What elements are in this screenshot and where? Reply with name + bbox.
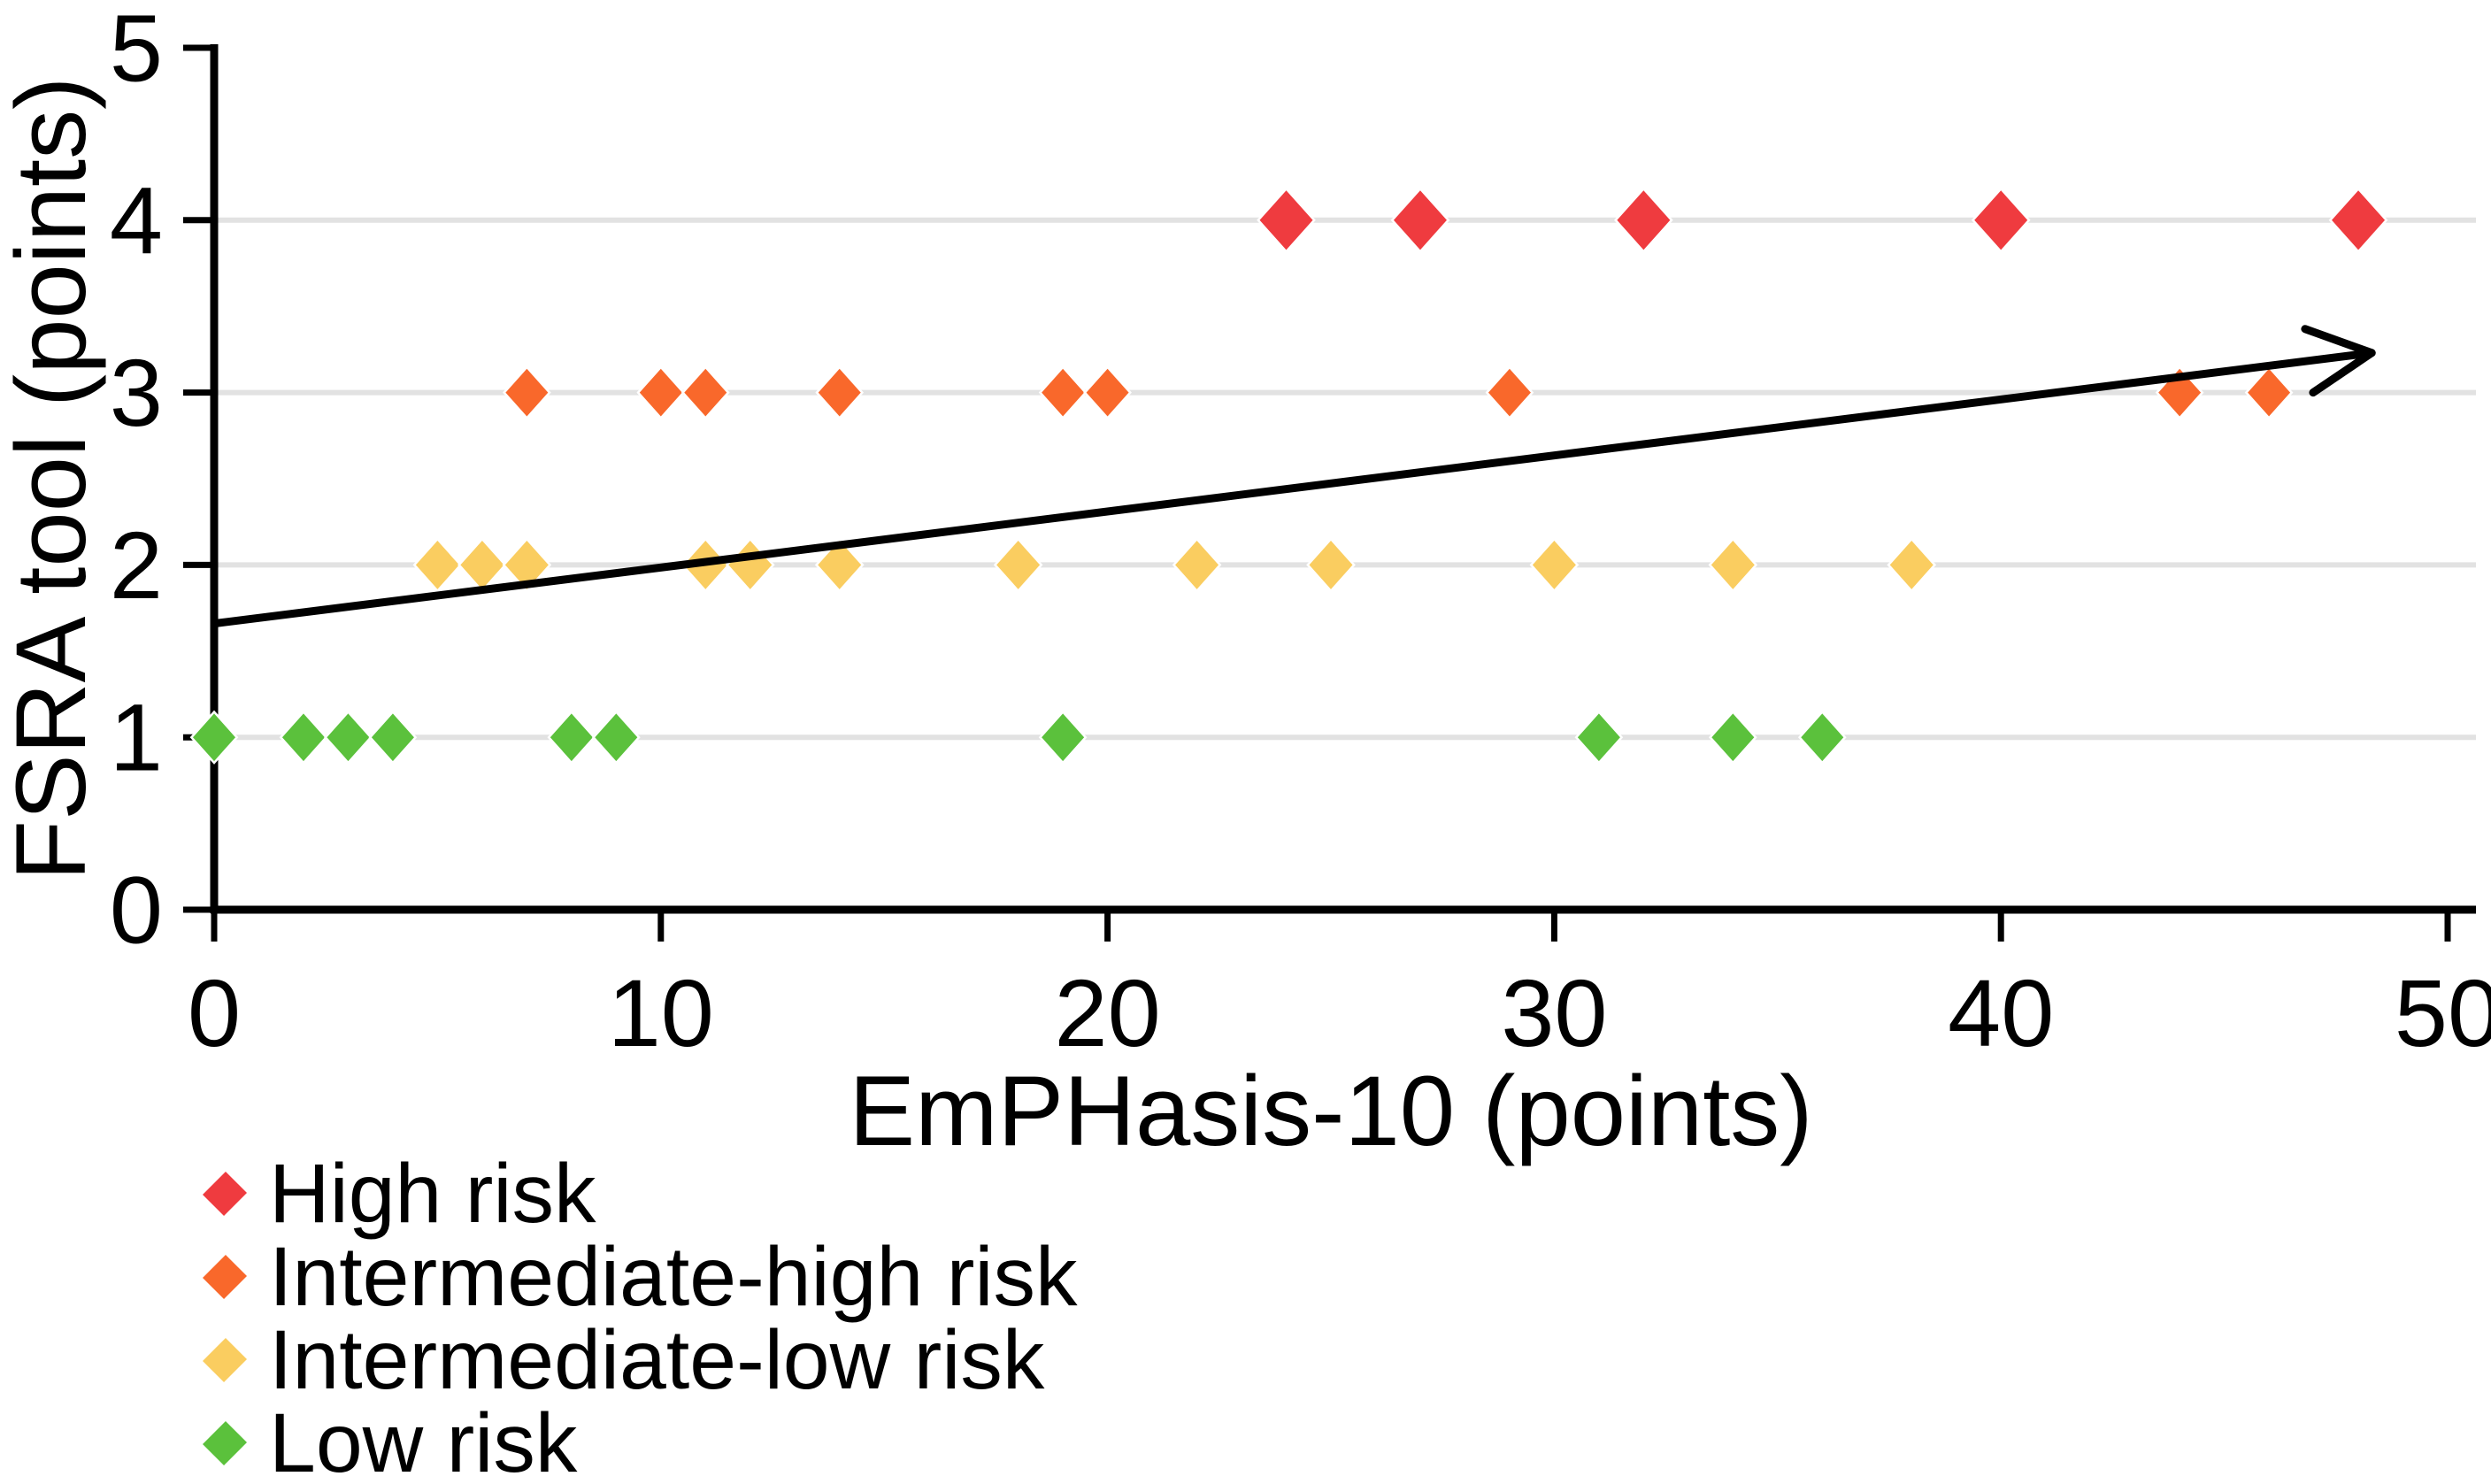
marker-high-risk-x24 xyxy=(1257,187,1316,254)
legend-marker-box xyxy=(202,1319,248,1402)
low-risk-diamond-icon xyxy=(202,1420,248,1466)
x-tick-label-0: 0 xyxy=(188,959,241,1066)
marker-intermediate-low-risk-x18 xyxy=(993,537,1043,593)
y-tick-label-0: 0 xyxy=(110,857,163,964)
y-tick-label-3: 3 xyxy=(110,339,163,446)
marker-low-risk-x34 xyxy=(1708,710,1757,765)
marker-high-risk-x40 xyxy=(1971,187,2031,254)
legend-label-intermediate-high-risk: Intermediate-high risk xyxy=(269,1229,1078,1324)
marker-intermediate-low-risk-x5 xyxy=(412,537,463,593)
x-tick-label-40: 40 xyxy=(1948,959,2054,1066)
marker-intermediate-low-risk-x7 xyxy=(502,537,552,593)
y-tick-label-5: 5 xyxy=(110,0,163,102)
marker-intermediate-high-risk-x11 xyxy=(680,365,730,420)
marker-intermediate-low-risk-x25 xyxy=(1306,537,1356,593)
marker-low-risk-x3 xyxy=(324,710,373,765)
marker-low-risk-x19 xyxy=(1038,710,1088,765)
legend: High risk Intermediate-high risk Interme… xyxy=(202,1146,1078,1484)
marker-low-risk-x9 xyxy=(591,710,641,765)
x-axis-title: EmPHasis-10 (points) xyxy=(849,1056,1813,1166)
legend-marker-box xyxy=(202,1402,248,1484)
legend-marker-box xyxy=(202,1152,248,1235)
marker-low-risk-x8 xyxy=(547,710,596,765)
legend-label-intermediate-low-risk: Intermediate-low risk xyxy=(269,1312,1045,1407)
marker-low-risk-x31 xyxy=(1574,710,1624,765)
marker-high-risk-x48 xyxy=(2328,187,2388,254)
legend-item-high-risk: High risk xyxy=(202,1146,1077,1241)
marker-high-risk-x32 xyxy=(1614,187,1673,254)
intermediate-low-risk-diamond-icon xyxy=(202,1337,248,1383)
marker-intermediate-low-risk-x12 xyxy=(725,537,775,593)
marker-intermediate-high-risk-x29 xyxy=(1485,365,1534,420)
trend-arrow-line xyxy=(210,349,2376,628)
marker-low-risk-x2 xyxy=(279,710,328,765)
y-tick-label-2: 2 xyxy=(110,511,163,619)
marker-intermediate-high-risk-x7 xyxy=(503,365,551,420)
marker-intermediate-high-risk-x19 xyxy=(1038,365,1088,420)
high-risk-diamond-icon xyxy=(202,1171,248,1217)
intermediate-high-risk-diamond-icon xyxy=(202,1254,248,1300)
marker-intermediate-low-risk-x30 xyxy=(1529,537,1580,593)
marker-intermediate-high-risk-x20 xyxy=(1083,365,1132,420)
legend-item-intermediate-high-risk: Intermediate-high risk xyxy=(202,1229,1078,1324)
legend-label-high-risk: High risk xyxy=(269,1146,596,1241)
trend-arrow-head xyxy=(2301,325,2376,397)
x-tick-label-30: 30 xyxy=(1501,959,1607,1066)
x-tick-label-50: 50 xyxy=(2395,959,2491,1066)
y-tick-label-1: 1 xyxy=(110,684,163,791)
x-tick-label-10: 10 xyxy=(608,959,714,1066)
marker-low-risk-x0 xyxy=(189,710,239,765)
legend-label-low-risk: Low risk xyxy=(269,1396,578,1484)
x-tick-label-20: 20 xyxy=(1055,959,1161,1066)
marker-intermediate-high-risk-x46 xyxy=(2244,365,2294,420)
legend-marker-box xyxy=(202,1235,248,1319)
marker-intermediate-low-risk-x6 xyxy=(457,537,507,593)
marker-intermediate-high-risk-x10 xyxy=(636,365,686,420)
marker-low-risk-x36 xyxy=(1797,710,1847,765)
legend-item-intermediate-low-risk: Intermediate-low risk xyxy=(202,1312,1077,1407)
legend-item-low-risk: Low risk xyxy=(202,1396,1077,1484)
marker-high-risk-x27 xyxy=(1390,187,1450,254)
marker-intermediate-low-risk-x34 xyxy=(1708,537,1758,593)
y-axis-title: FSRA tool (points) xyxy=(0,76,106,881)
marker-low-risk-x4 xyxy=(368,710,418,765)
marker-intermediate-high-risk-x14 xyxy=(815,365,865,420)
marker-intermediate-low-risk-x22 xyxy=(1172,537,1222,593)
y-tick-label-4: 4 xyxy=(110,166,163,273)
marker-intermediate-low-risk-x38 xyxy=(1887,537,1937,593)
